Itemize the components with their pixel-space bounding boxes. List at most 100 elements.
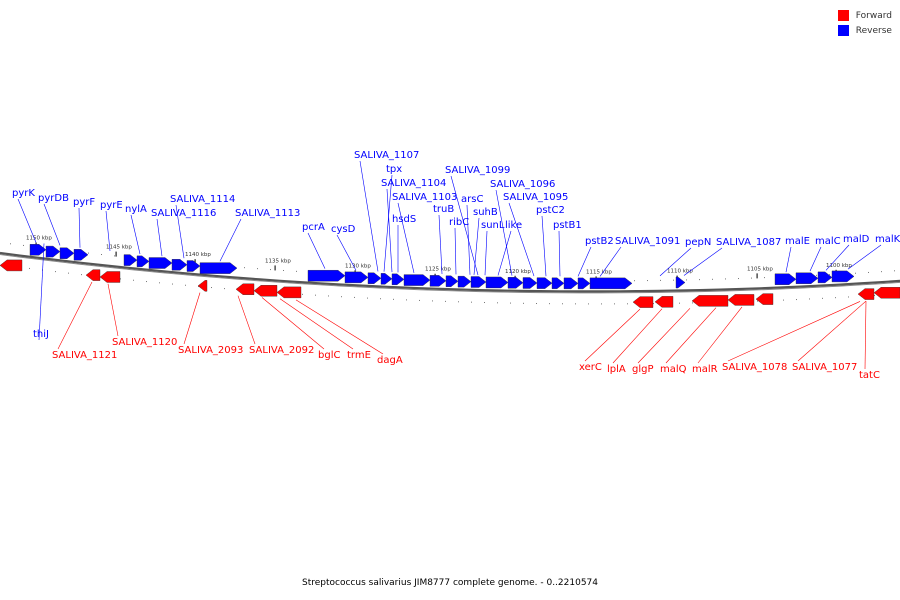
reverse-label-leader: [130, 214, 141, 255]
minor-tick-dot: [601, 303, 602, 305]
forward-gene-label: SALIVA_2092: [249, 345, 314, 356]
reverse-label-leader: [466, 204, 471, 275]
reverse-gene-arrow: [551, 277, 565, 289]
minor-tick-dot: [738, 278, 739, 280]
minor-tick-dot: [699, 279, 700, 281]
reverse-label-leader: [43, 203, 61, 246]
reverse-gene-arrow: [367, 272, 382, 284]
map-caption: Streptococcus salivarius JIM8777 complet…: [302, 578, 598, 588]
reverse-gene-label: truB: [433, 204, 454, 215]
reverse-gene-arrow: [536, 277, 553, 289]
reverse-label-leader: [495, 189, 513, 276]
minor-tick-dot: [328, 295, 329, 297]
reverse-gene-label: SALIVA_1113: [235, 208, 300, 219]
reverse-label-leader: [175, 204, 185, 259]
minor-tick-dot: [614, 303, 615, 305]
minor-tick-dot: [634, 280, 635, 282]
reverse-label-leader: [508, 202, 535, 277]
reverse-label-leader: [383, 174, 393, 272]
minor-tick-dot: [29, 267, 30, 269]
reverse-gene-arrow: [774, 273, 797, 285]
minor-tick-dot: [549, 303, 550, 305]
minor-tick-dot: [894, 270, 895, 272]
reverse-gene-arrow: [29, 244, 47, 256]
reverse-gene-label: SALIVA_1096: [490, 179, 555, 190]
reverse-label-leader: [847, 244, 882, 270]
reverse-label-leader: [156, 218, 163, 257]
minor-tick-dot: [120, 278, 121, 280]
legend-item-reverse: Reverse: [837, 23, 892, 38]
forward-swatch: [837, 10, 849, 21]
kbp-tick-label: 1105 kbp: [747, 266, 773, 272]
reverse-gene-arrow: [457, 275, 472, 288]
minor-tick-dot: [588, 303, 589, 305]
legend: Forward Reverse: [837, 8, 892, 38]
minor-tick-dot: [172, 283, 173, 285]
minor-tick-dot: [653, 303, 654, 305]
forward-gene-label: malQ: [660, 364, 687, 375]
forward-gene-arrow: [276, 286, 302, 299]
forward-gene-arrow: [691, 295, 729, 307]
forward-label-leader: [183, 292, 201, 345]
reverse-gene-label: pyrK: [12, 188, 35, 199]
reverse-gene-arrow: [380, 273, 393, 285]
forward-gene-arrow: [857, 288, 875, 300]
minor-tick-dot: [751, 277, 752, 279]
reverse-label-leader: [497, 230, 512, 276]
kbp-tick-mark: [194, 259, 196, 265]
minor-tick-dot: [244, 267, 245, 269]
legend-label-forward: Forward: [855, 10, 892, 21]
reverse-gene-arrow: [136, 255, 150, 268]
reverse-label-leader: [484, 230, 488, 276]
reverse-label-leader: [336, 234, 357, 271]
reverse-label-leader: [659, 247, 692, 277]
minor-tick-dot: [686, 279, 687, 281]
reverse-gene-arrow: [391, 273, 405, 286]
reverse-gene-label: SALIVA_1107: [354, 150, 419, 161]
kbp-tick-mark: [115, 251, 117, 257]
reverse-gene-arrow: [148, 257, 173, 269]
minor-tick-dot: [367, 297, 368, 299]
reverse-label-leader: [438, 214, 443, 274]
minor-tick-dot: [432, 300, 433, 302]
reverse-gene-label: thiJ: [33, 329, 49, 340]
forward-gene-arrow: [755, 293, 774, 305]
minor-tick-dot: [159, 282, 160, 284]
reverse-gene-label: SALIVA_1116: [151, 208, 216, 219]
reverse-gene-arrow: [344, 271, 369, 284]
reverse-gene-label: tpx: [386, 164, 402, 175]
reverse-gene-label: SALIVA_1099: [445, 165, 510, 176]
forward-gene-label: SALIVA_1077: [792, 362, 857, 373]
reverse-gene-label: pyrF: [73, 197, 95, 208]
genome-backbone: [0, 251, 900, 293]
reverse-gene-label: cysD: [331, 224, 356, 235]
kbp-tick-mark: [756, 273, 758, 279]
reverse-gene-label: hsdS: [392, 214, 416, 225]
minor-tick-dot: [816, 274, 817, 276]
reverse-label-leader: [558, 230, 561, 277]
minor-tick-dot: [270, 269, 271, 271]
minor-tick-dot: [829, 274, 830, 276]
forward-gene-label: bglC: [318, 350, 340, 361]
reverse-gene-arrow: [485, 276, 509, 289]
minor-tick-dot: [341, 296, 342, 298]
reverse-label-leader: [386, 188, 393, 273]
reverse-gene-label: pstB2: [585, 236, 614, 247]
reverse-gene-label: SALIVA_1114: [170, 194, 235, 205]
minor-tick-dot: [101, 254, 102, 256]
forward-gene-arrow: [727, 294, 755, 306]
minor-tick-dot: [88, 252, 89, 254]
forward-label-leader: [279, 298, 354, 350]
minor-tick-dot: [419, 299, 420, 301]
minor-tick-dot: [257, 268, 258, 270]
minor-tick-dot: [283, 269, 284, 271]
reverse-gene-arrow: [675, 276, 686, 289]
reverse-gene-arrow: [199, 262, 238, 274]
minor-tick-dot: [23, 244, 24, 246]
minor-tick-dot: [673, 279, 674, 281]
minor-tick-dot: [692, 302, 693, 304]
forward-gene-arrow: [85, 269, 101, 281]
forward-gene-arrow: [197, 280, 208, 292]
reverse-label-leader: [38, 243, 45, 341]
reverse-label-leader: [105, 210, 111, 251]
